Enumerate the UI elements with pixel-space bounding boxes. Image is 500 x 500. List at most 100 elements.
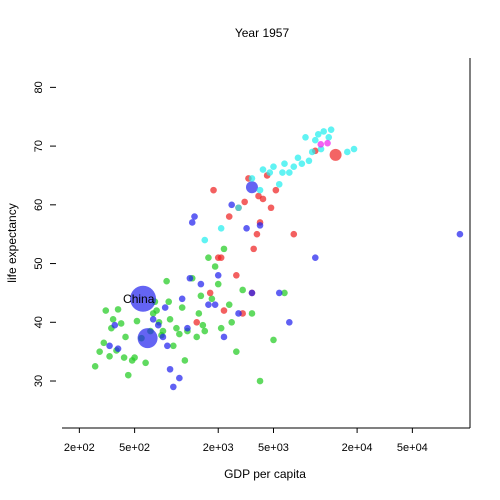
data-point-africa bbox=[120, 354, 128, 361]
data-point-americas bbox=[290, 230, 298, 238]
data-point-africa bbox=[142, 359, 149, 367]
data-point-africa bbox=[211, 263, 219, 270]
data-point-africa bbox=[233, 348, 240, 355]
data-point-africa bbox=[133, 317, 141, 325]
data-point-africa bbox=[195, 310, 203, 317]
data-point-africa bbox=[117, 320, 125, 327]
data-point-africa bbox=[199, 321, 207, 329]
data-point-africa bbox=[173, 324, 180, 332]
data-point-africa bbox=[181, 357, 189, 364]
data-point-africa bbox=[176, 330, 183, 338]
data-point-asia bbox=[205, 301, 212, 308]
data-point-americas bbox=[193, 318, 201, 326]
data-point-europe bbox=[298, 160, 306, 168]
data-point-africa bbox=[220, 245, 228, 253]
data-point-asia bbox=[214, 272, 222, 279]
data-point-africa bbox=[201, 327, 209, 335]
data-point-africa bbox=[225, 301, 233, 308]
data-point-americas bbox=[253, 230, 261, 238]
x-tick-label: 5e+02 bbox=[119, 442, 150, 454]
data-point-asia bbox=[228, 201, 235, 209]
data-point-europe bbox=[327, 126, 335, 133]
data-point-europe bbox=[256, 186, 264, 194]
data-point-africa bbox=[281, 289, 288, 297]
data-point-asia bbox=[311, 254, 319, 261]
data-point-asia bbox=[191, 213, 198, 220]
data-point-europe bbox=[275, 180, 283, 188]
data-point-europe bbox=[308, 148, 316, 156]
data-point-asia bbox=[245, 181, 258, 194]
data-point-africa bbox=[131, 354, 138, 361]
data-point-africa bbox=[228, 318, 235, 326]
data-point-americas bbox=[210, 186, 217, 194]
data-point-europe bbox=[320, 128, 328, 135]
data-point-europe bbox=[314, 131, 322, 138]
data-point-oceania bbox=[317, 141, 325, 148]
data-point-africa bbox=[96, 348, 103, 355]
x-axis-ticks: 2e+02 5e+02 2e+03 5e+03 2e+04 5e+04 bbox=[64, 428, 428, 454]
y-axis-label: life expectancy bbox=[5, 203, 19, 282]
data-point-americas bbox=[272, 186, 280, 194]
data-point-asia bbox=[188, 219, 196, 226]
data-point-africa bbox=[208, 295, 216, 303]
data-point-europe bbox=[302, 133, 309, 141]
x-tick-label: 2e+03 bbox=[203, 442, 234, 454]
data-point-asia bbox=[256, 222, 264, 229]
data-point-europe bbox=[266, 169, 274, 176]
data-point-asia bbox=[178, 295, 186, 303]
data-point-europe bbox=[294, 154, 302, 162]
data-point-europe bbox=[235, 204, 242, 212]
data-point-africa bbox=[197, 292, 205, 300]
data-point-africa bbox=[124, 371, 132, 379]
data-point-europe bbox=[305, 157, 313, 165]
data-point-africa bbox=[256, 377, 264, 385]
data-point-europe bbox=[317, 145, 325, 153]
data-point-asia bbox=[184, 324, 191, 332]
data-point-americas bbox=[267, 204, 275, 212]
data-point-europe bbox=[270, 163, 277, 170]
data-point-africa bbox=[205, 254, 212, 261]
y-tick-label: 60 bbox=[33, 199, 45, 211]
data-point-europe bbox=[281, 160, 288, 168]
data-point-asia bbox=[159, 333, 167, 341]
data-point-europe bbox=[259, 166, 267, 173]
data-point-asia bbox=[149, 316, 157, 323]
data-point-americas bbox=[329, 148, 342, 161]
data-point-africa bbox=[166, 316, 174, 323]
data-point-asia bbox=[161, 304, 169, 311]
data-point-europe bbox=[279, 169, 286, 176]
data-point-africa bbox=[163, 277, 170, 285]
data-point-asia bbox=[176, 374, 183, 382]
chart-title: Year 1957 bbox=[235, 26, 290, 40]
data-point-americas bbox=[250, 245, 257, 253]
data-point-europe bbox=[201, 236, 209, 244]
data-point-africa bbox=[114, 306, 122, 313]
data-point-africa bbox=[153, 307, 160, 314]
data-point-asia bbox=[170, 383, 177, 391]
data-point-americas bbox=[241, 198, 248, 206]
data-point-africa bbox=[217, 324, 225, 332]
data-point-asia bbox=[166, 365, 174, 373]
data-point-asia bbox=[197, 280, 205, 288]
data-point-asia bbox=[130, 285, 157, 312]
data-point-africa bbox=[91, 363, 99, 370]
data-point-asia bbox=[137, 328, 158, 349]
data-point-africa bbox=[248, 310, 256, 317]
chart-annotations: China bbox=[123, 292, 155, 306]
x-tick-label: 5e+03 bbox=[258, 442, 289, 454]
data-point-asia bbox=[456, 230, 464, 238]
data-point-asia bbox=[248, 289, 256, 297]
data-point-africa bbox=[109, 316, 117, 323]
data-point-africa bbox=[106, 353, 113, 360]
y-axis-ticks: 30 40 50 60 70 80 bbox=[33, 81, 56, 387]
data-point-africa bbox=[214, 280, 222, 288]
data-point-americas bbox=[206, 289, 214, 297]
data-point-asia bbox=[186, 274, 194, 282]
data-point-asia bbox=[286, 318, 293, 326]
data-point-europe bbox=[290, 163, 298, 170]
data-point-oceania bbox=[324, 139, 331, 147]
data-point-asia bbox=[164, 342, 171, 350]
y-tick-label: 30 bbox=[33, 375, 45, 387]
data-point-europe bbox=[350, 145, 358, 153]
data-point-europe bbox=[344, 148, 351, 156]
